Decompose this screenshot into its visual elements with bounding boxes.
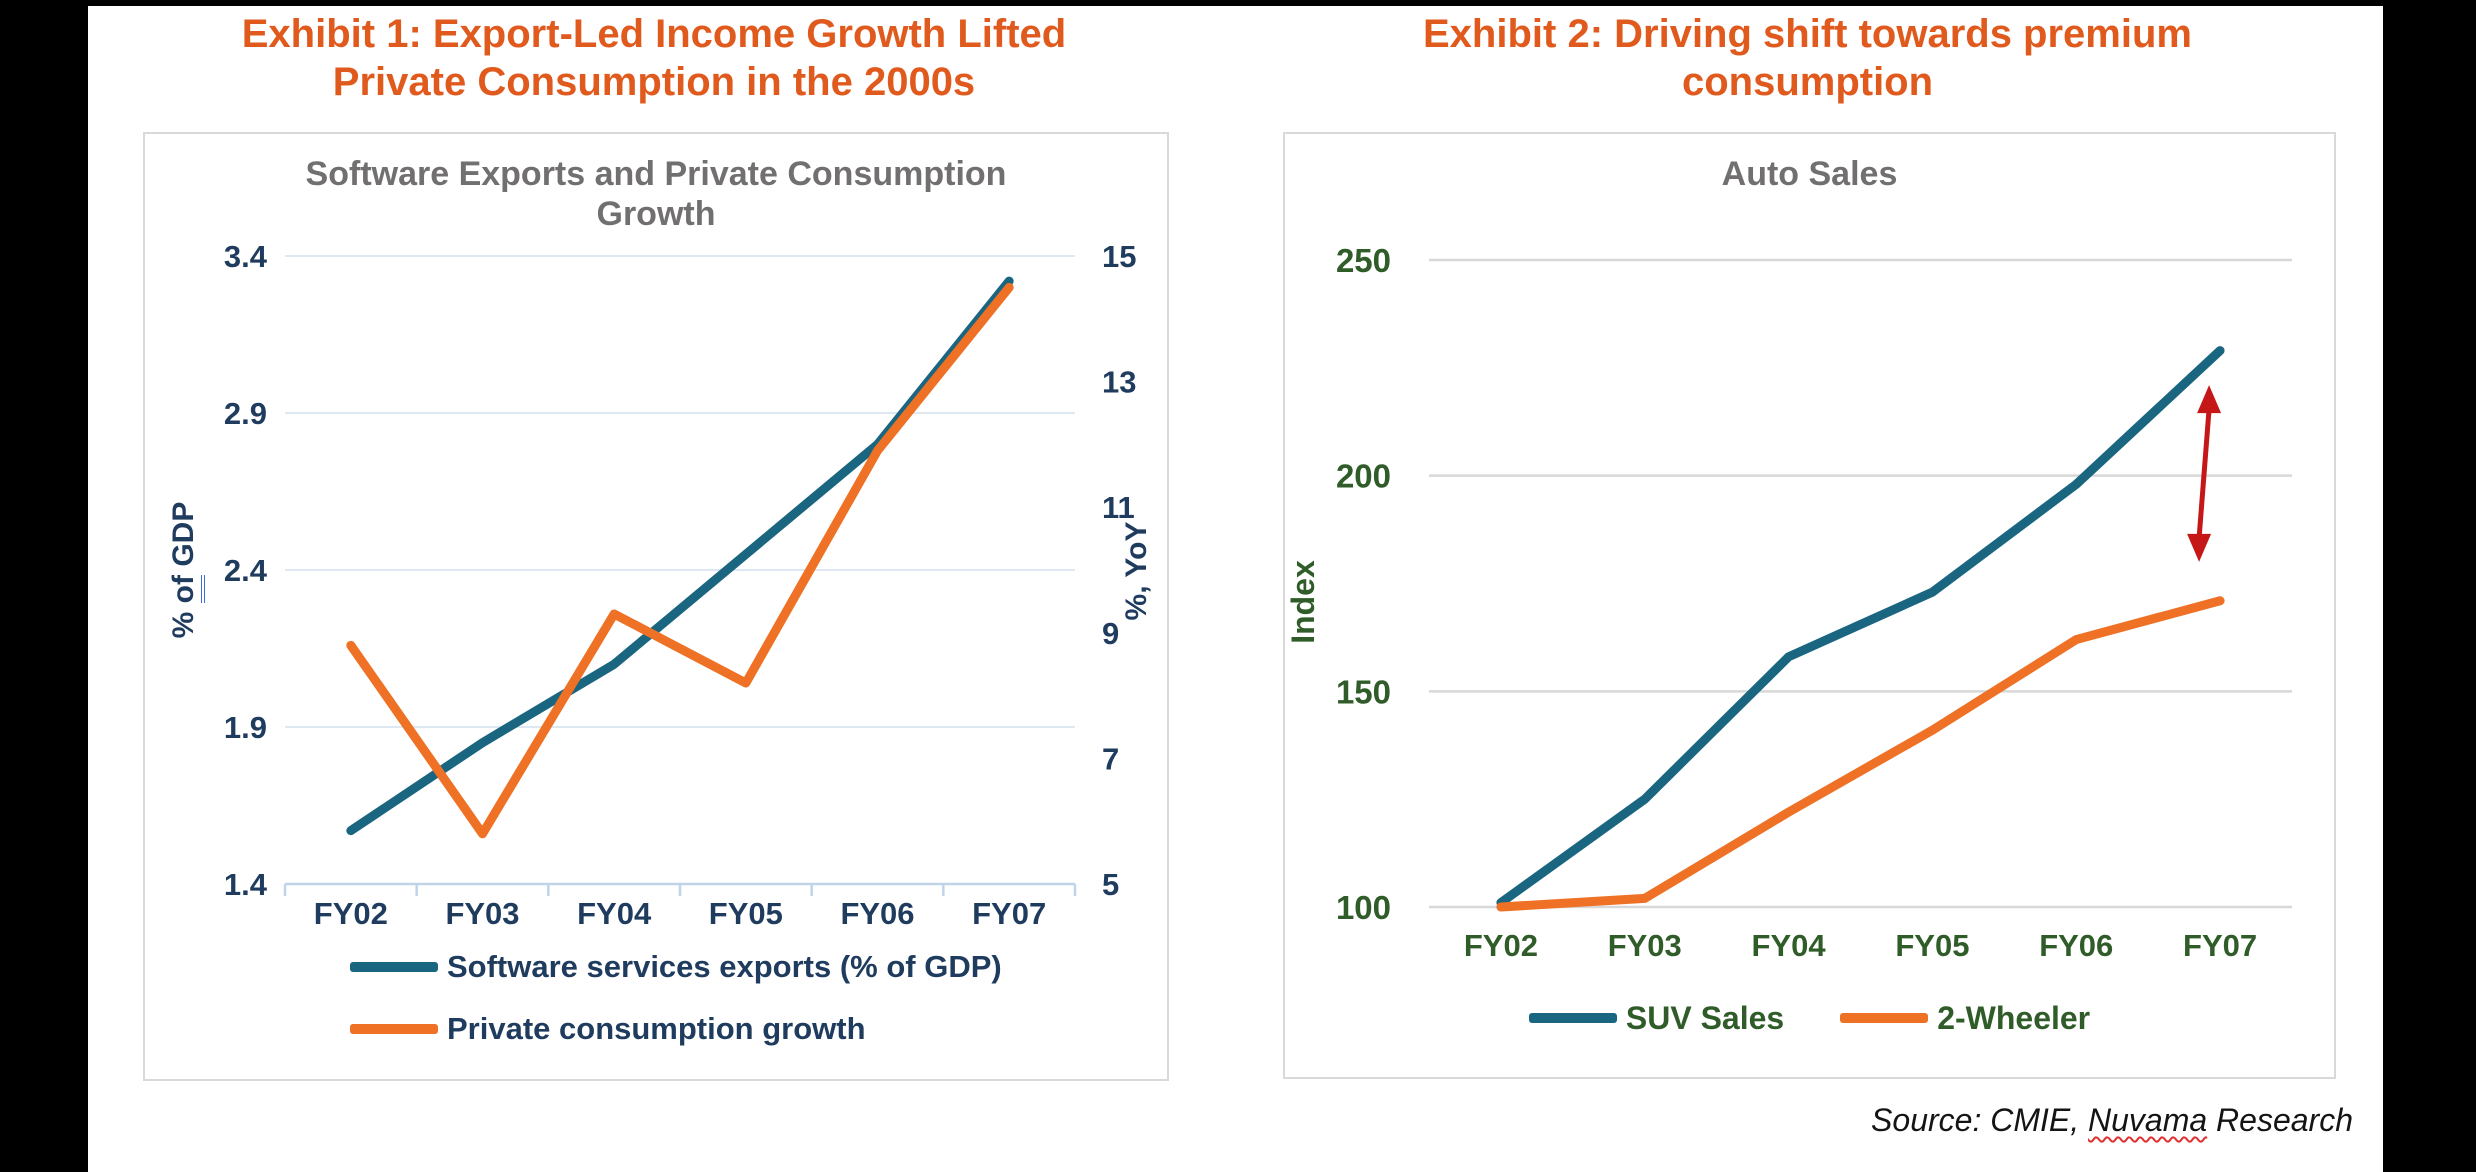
left-axis-tick-label: 2.4 [224,553,268,588]
legend-label: SUV Sales [1625,999,1785,1036]
exhibit2-title-line2: consumption [1681,60,1934,104]
chart1-title: Software Exports and Private Consumption… [145,154,1167,234]
exhibit2-title-line1: Exhibit 2: Driving shift towards premium [1423,12,2192,56]
exhibit2-title: Exhibit 2: Driving shift towards premium… [1283,10,2332,106]
y-axis-tick-label: 200 [1336,458,1391,495]
right-axis-tick-label: 15 [1102,239,1136,274]
x-axis-label: FY07 [972,896,1046,931]
right-axis-tick-label: 11 [1102,490,1135,525]
source-suffix: Research [2207,1102,2353,1138]
left-axis-tick-label: 1.9 [224,710,267,745]
series-line-private-consumption-growth [346,282,1014,839]
x-axis-label: FY06 [2039,928,2113,963]
right-black-bar [2383,0,2476,1172]
chart1-title-line1: Software Exports and Private Consumption [305,155,1007,193]
exhibit1-title-line2: Private Consumption in the 2000s [332,60,976,104]
chart2-legend: SUV Sales 2-Wheeler [1285,1000,2334,1036]
axis-title-post: GDP [167,501,200,576]
auto-sales-chart: Auto Sales 250 200 150 100 FY02 FY03 FY04 FY05 F… [1283,132,2336,1079]
x-axis-label: FY04 [577,896,652,931]
source-flagged-word: Nuvama [2088,1102,2208,1138]
legend-item: 2-Wheeler [1840,1000,2090,1036]
chart1-right-axis-title: %, YoY [1120,521,1153,621]
chart1-title-line2: Growth [596,195,716,233]
right-axis-tick-label: 13 [1102,365,1136,400]
legend-label: 2-Wheeler [1937,999,2091,1036]
series-line-suv-sales [1496,346,2225,908]
legend-item: Private consumption growth [350,1011,1002,1047]
x-axis-label: FY02 [314,896,388,931]
legend-swatch [350,962,438,972]
legend-label: Private consumption growth [447,1011,866,1046]
top-black-strip [0,0,2476,6]
legend-swatch [1528,1013,1617,1023]
right-axis-tick-label: 9 [1102,616,1119,651]
legend-swatch [1840,1013,1929,1023]
legend-label: Software services exports (% of GDP) [447,949,1002,984]
x-axis-label: FY03 [1608,928,1682,963]
series-line-software-services-exports-of-gdp- [346,276,1014,836]
x-axis-label: FY05 [1895,928,1969,963]
chart1-plot-area: 3.4 2.9 2.4 1.9 1.4 15 13 11 9 7 5 FY02 FY03 FY04 FY05… [224,239,1137,931]
right-axis-tick-label: 7 [1102,741,1119,776]
right-axis-tick-label: 5 [1102,867,1119,902]
gap-double-arrow [2187,385,2222,562]
chart1-left-axis-title: % of GDP [167,460,205,680]
axis-title-underlined-word: of [167,575,205,604]
software-exports-chart: Software Exports and Private Consumption… [143,132,1169,1081]
legend-item: Software services exports (% of GDP) [350,949,1002,985]
x-axis-label: FY02 [1464,928,1538,963]
axis-title-pre: % [167,603,200,639]
chart2-y-axis-title: Index [1285,560,1321,644]
source-prefix: Source: CMIE, [1871,1102,2088,1138]
left-axis-tick-label: 1.4 [224,867,268,902]
legend-item: SUV Sales [1528,999,1785,1036]
series-line-2-wheeler [1496,596,2225,912]
left-axis-tick-label: 2.9 [224,396,267,431]
left-axis-tick-label: 3.4 [224,239,268,274]
x-axis-label: FY03 [445,896,519,931]
chart2-title: Auto Sales [1721,155,1898,193]
chart1-legend: Software services exports (% of GDP) Priv… [350,949,1002,1047]
y-axis-tick-label: 250 [1336,242,1391,279]
y-axis-tick-label: 100 [1336,889,1391,926]
left-black-bar [0,0,88,1172]
exhibit1-title-line1: Exhibit 1: Export-Led Income Growth Lift… [241,12,1067,56]
x-axis-label: FY06 [840,896,914,931]
exhibit1-title: Exhibit 1: Export-Led Income Growth Lift… [143,10,1165,106]
source-note: Source: CMIE, Nuvama Research [1871,1102,2353,1139]
y-axis-tick-label: 150 [1336,673,1391,710]
legend-swatch [350,1024,438,1034]
x-axis-label: FY05 [709,896,783,931]
x-axis-label: FY04 [1752,928,1827,963]
chart2-plot-area: 250 200 150 100 FY02 FY03 FY04 FY05 FY06 FY07 [1336,242,2292,963]
x-axis-label: FY07 [2183,928,2257,963]
